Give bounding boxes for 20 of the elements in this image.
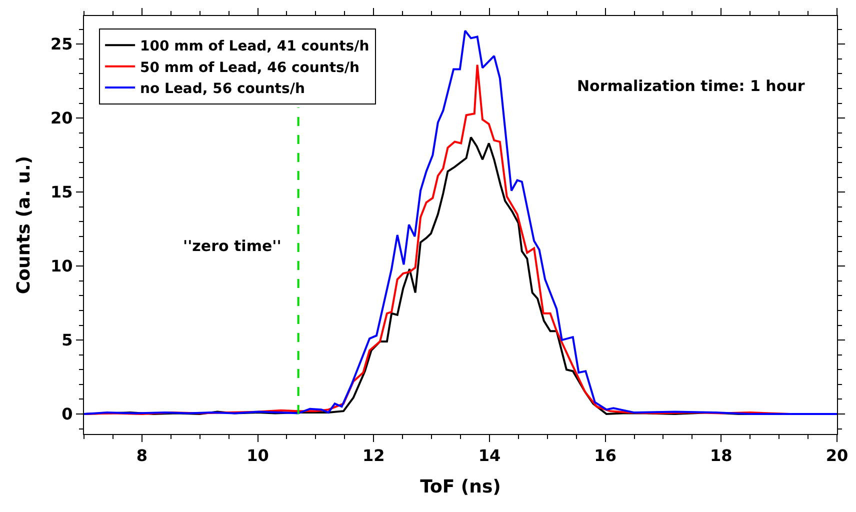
y-tick-label: 20 bbox=[50, 108, 73, 128]
x-tick-label: 8 bbox=[136, 446, 148, 466]
legend-label: 50 mm of Lead, 46 counts/h bbox=[140, 60, 360, 76]
y-tick-label: 15 bbox=[50, 182, 73, 202]
annotation: Normalization time: 1 hour bbox=[577, 77, 806, 95]
x-tick-label: 16 bbox=[594, 446, 616, 466]
y-tick-label: 0 bbox=[62, 404, 73, 424]
y-tick-label: 10 bbox=[50, 256, 73, 276]
x-tick-label: 14 bbox=[478, 446, 501, 466]
legend-label: no Lead, 56 counts/h bbox=[140, 81, 305, 97]
x-tick-label: 18 bbox=[710, 446, 732, 466]
annotation: ''zero time'' bbox=[183, 237, 282, 255]
x-tick-label: 20 bbox=[826, 446, 848, 466]
y-tick-label: 5 bbox=[62, 330, 73, 350]
x-tick-label: 12 bbox=[362, 446, 385, 466]
y-tick-label: 25 bbox=[50, 34, 73, 54]
y-axis-title: Counts (a. u.) bbox=[14, 156, 35, 294]
x-tick-label: 10 bbox=[246, 446, 269, 466]
legend-label: 100 mm of Lead, 41 counts/h bbox=[140, 38, 370, 55]
x-axis-title: ToF (ns) bbox=[420, 476, 501, 498]
